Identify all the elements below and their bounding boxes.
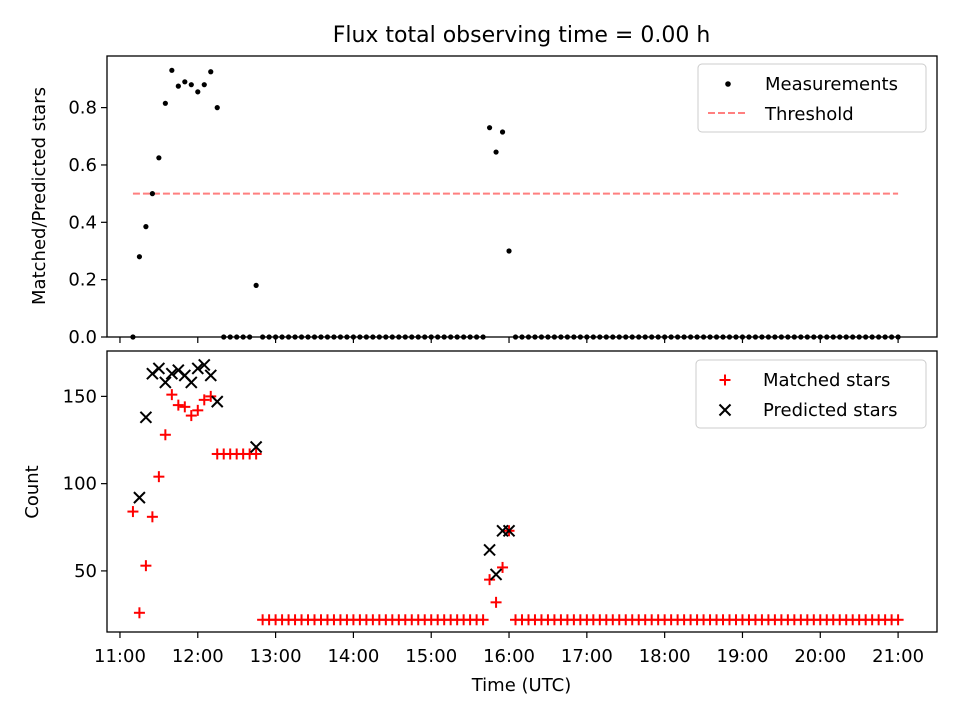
matched-star-point <box>127 506 139 518</box>
top-y-tick-label: 0.6 <box>68 155 97 176</box>
legend-x-marker <box>718 403 732 417</box>
matched-star-point <box>166 389 178 401</box>
matched-star-point <box>205 390 217 402</box>
matched-star-point <box>497 561 509 573</box>
legend-predicted-marker <box>718 403 732 417</box>
x-tick-label: 14:00 <box>327 646 379 667</box>
x-tick-label: 13:00 <box>250 646 302 667</box>
measurement-point <box>136 254 143 260</box>
predicted-star-point <box>139 411 153 424</box>
top-y-tick-label: 0.4 <box>68 212 97 233</box>
matched-star-point <box>172 399 184 411</box>
measurement-point <box>493 149 499 155</box>
predicted-star-point <box>185 376 198 389</box>
x-axis-label: Time (UTC) <box>471 675 572 696</box>
top-y-tick-label: 0.0 <box>68 327 97 348</box>
predicted-star-point <box>211 395 224 408</box>
legend-matched-label: Matched stars <box>763 370 890 391</box>
x-tick-label: 17:00 <box>561 646 613 667</box>
bottom-y-tick-label: 100 <box>63 474 97 495</box>
measurement-point <box>506 248 512 254</box>
predicted-star-point <box>152 362 166 375</box>
x-tick-label: 12:00 <box>172 646 224 667</box>
x-tick-label: 11:00 <box>94 646 146 667</box>
measurement-point <box>182 79 188 85</box>
measurement-point <box>162 100 168 106</box>
matched-star-point <box>490 596 502 608</box>
bottom-y-tick-label: 50 <box>74 561 97 582</box>
x-tick-label: 15:00 <box>405 646 457 667</box>
predicted-star-point <box>198 358 211 372</box>
legend-measurements-label: Measurements <box>765 74 898 95</box>
top-panel: Matched/Predicted stars 0.00.20.40.60.8 … <box>29 55 938 348</box>
top-y-tick-label: 0.2 <box>68 270 97 291</box>
predicted-star-point <box>191 362 204 375</box>
matched-star-point <box>140 560 152 572</box>
measurement-point <box>175 83 181 89</box>
measurement-point <box>253 282 259 288</box>
top-y-tick-label: 0.8 <box>68 98 97 119</box>
measurement-point <box>201 82 207 88</box>
measurement-point <box>208 69 214 75</box>
measurement-point <box>195 89 201 95</box>
matched-star-point <box>198 394 210 406</box>
bottom-y-tick-label: 150 <box>63 386 97 407</box>
x-tick-label: 18:00 <box>639 646 691 667</box>
matched-star-point <box>892 614 904 626</box>
measurement-point <box>486 125 493 131</box>
predicted-star-point <box>133 491 146 504</box>
top-axes-frame <box>106 55 938 338</box>
predicted-star-point <box>249 440 263 454</box>
predicted-star-point <box>159 376 172 389</box>
bottom-legend-box <box>695 359 927 429</box>
x-tick-label: 21:00 <box>872 646 924 667</box>
predicted-star-point <box>165 367 179 380</box>
predicted-star-point <box>502 524 516 537</box>
bottom-y-ticks: 50 100 150 <box>63 386 107 582</box>
legend-threshold-label: Threshold <box>764 104 854 125</box>
top-ylabel: Matched/Predicted stars <box>29 87 50 305</box>
measurement-point <box>214 105 220 111</box>
figure-title: Flux total observing time = 0.00 h <box>333 23 711 48</box>
bottom-plot-area <box>127 358 904 626</box>
matched-star-point <box>484 574 496 586</box>
bottom-x-ticks: 11:00 12:00 13:00 14:00 15:00 16:00 17:00 18:00… <box>94 632 924 667</box>
x-tick-label: 19:00 <box>717 646 769 667</box>
bottom-panel: Count 50 100 150 11:00 12:00 13:00 14:00 15:00… <box>22 350 938 667</box>
top-y-ticks: 0.0 0.2 0.4 0.6 0.8 <box>68 98 107 348</box>
predicted-star-point <box>483 543 496 557</box>
predicted-star-point <box>204 369 217 382</box>
matched-star-point <box>185 410 197 422</box>
legend-matched-marker <box>719 374 731 386</box>
measurement-point <box>188 82 194 88</box>
legend-measurements-marker <box>725 81 731 87</box>
bottom-axes-frame <box>106 350 938 633</box>
measurement-point <box>149 191 155 197</box>
legend-predicted-label: Predicted stars <box>763 400 897 421</box>
matched-star-point <box>477 614 489 626</box>
measurement-point <box>156 155 162 161</box>
measurement-point <box>169 67 175 73</box>
top-legend: Measurements Threshold <box>697 63 927 133</box>
measurement-point <box>143 224 149 230</box>
measurement-point <box>499 129 506 135</box>
legend-plus-marker <box>719 374 731 386</box>
matched-star-point <box>250 448 262 460</box>
matched-star-point <box>153 471 165 483</box>
top-legend-box <box>697 63 927 133</box>
matched-star-point <box>146 511 158 523</box>
bottom-ylabel: Count <box>22 465 43 518</box>
matched-star-point <box>179 401 191 413</box>
predicted-star-point <box>489 568 503 581</box>
matched-star-point <box>133 607 145 619</box>
matched-star-point <box>159 429 171 441</box>
matched-star-point <box>192 404 204 416</box>
x-tick-label: 16:00 <box>483 646 535 667</box>
bottom-legend: Matched stars Predicted stars <box>695 359 927 429</box>
x-tick-label: 20:00 <box>794 646 846 667</box>
